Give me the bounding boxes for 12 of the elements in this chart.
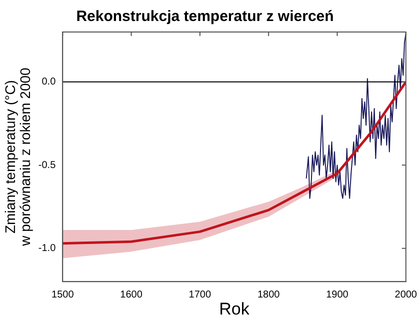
x-tick-label: 1500	[52, 289, 74, 300]
y-axis-title: Zmiany temperatury (°C) w porównaniu z rokiem 2000	[2, 67, 33, 247]
y-tick-label: -1.0	[38, 243, 56, 254]
x-tick-label: 1800	[257, 289, 280, 300]
x-tick-label: 2000	[394, 289, 418, 300]
x-tick-label: 1700	[188, 289, 212, 300]
x-tick-label: 1900	[326, 289, 349, 300]
x-tick-label: 1600	[120, 289, 143, 300]
x-axis-title: Rok	[219, 299, 250, 318]
y-tick-label: -0.5	[38, 160, 56, 171]
y-tick-label: 0.0	[42, 76, 56, 88]
chart-title: Rekonstrukcja temperatur z wierceń	[76, 8, 334, 26]
